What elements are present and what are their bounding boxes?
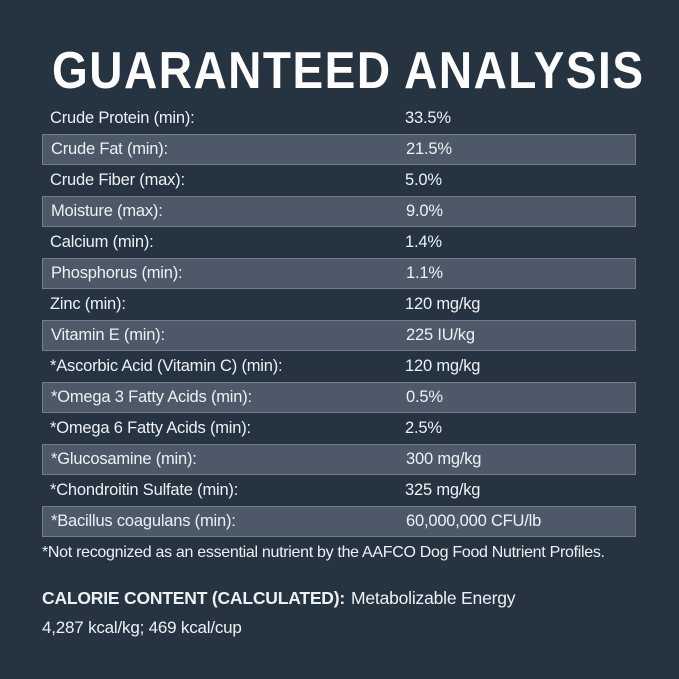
nutrient-value: 1.4% bbox=[405, 233, 442, 251]
nutrient-value: 120 mg/kg bbox=[405, 295, 481, 313]
nutrient-value: 0.5% bbox=[406, 388, 443, 406]
table-row: Vitamin E (min): 225 IU/kg bbox=[42, 320, 636, 351]
calorie-values: 4,287 kcal/kg; 469 kcal/cup bbox=[42, 618, 242, 637]
table-row: *Chondroitin Sulfate (min): 325 mg/kg bbox=[42, 475, 636, 506]
table-row: Crude Fat (min): 21.5% bbox=[42, 134, 636, 165]
calorie-content-suffix: Metabolizable Energy bbox=[351, 588, 516, 608]
nutrient-label: Calcium (min): bbox=[50, 233, 154, 251]
nutrient-label: *Ascorbic Acid (Vitamin C) (min): bbox=[50, 357, 283, 375]
nutrient-label: Moisture (max): bbox=[51, 202, 163, 220]
table-row: *Omega 6 Fatty Acids (min): 2.5% bbox=[42, 413, 636, 444]
nutrient-label: Crude Fiber (max): bbox=[50, 171, 185, 189]
nutrient-label: *Chondroitin Sulfate (min): bbox=[50, 481, 239, 499]
nutrient-label: *Omega 6 Fatty Acids (min): bbox=[50, 419, 251, 437]
nutrient-label: Phosphorus (min): bbox=[51, 264, 183, 282]
nutrient-value: 300 mg/kg bbox=[406, 450, 482, 468]
nutrient-label: Crude Protein (min): bbox=[50, 109, 195, 127]
nutrient-value: 9.0% bbox=[406, 202, 443, 220]
nutrient-value: 1.1% bbox=[406, 264, 443, 282]
nutrient-value: 5.0% bbox=[405, 171, 442, 189]
nutrient-label: Vitamin E (min): bbox=[51, 326, 165, 344]
table-row: Zinc (min): 120 mg/kg bbox=[42, 289, 636, 320]
nutrient-value: 33.5% bbox=[405, 109, 451, 127]
table-row: Moisture (max): 9.0% bbox=[42, 196, 636, 227]
calorie-content-label: CALORIE CONTENT (CALCULATED): bbox=[42, 588, 346, 608]
nutrient-label: Zinc (min): bbox=[50, 295, 126, 313]
calorie-content-heading: CALORIE CONTENT (CALCULATED): Metabolizab… bbox=[42, 588, 516, 609]
table-row: Calcium (min): 1.4% bbox=[42, 227, 636, 258]
nutrient-table: Crude Protein (min): 33.5% Crude Fat (min)… bbox=[42, 103, 636, 537]
aafco-footnote: *Not recognized as an essential nutrient… bbox=[42, 544, 605, 561]
table-row: *Ascorbic Acid (Vitamin C) (min): 120 mg/… bbox=[42, 351, 636, 382]
nutrient-value: 325 mg/kg bbox=[405, 481, 481, 499]
page-title: GUARANTEED ANALYSIS bbox=[52, 41, 645, 100]
nutrient-value: 21.5% bbox=[406, 140, 452, 158]
nutrient-label: *Bacillus coagulans (min): bbox=[51, 512, 236, 530]
table-row: *Glucosamine (min): 300 mg/kg bbox=[42, 444, 636, 475]
table-row: Crude Protein (min): 33.5% bbox=[42, 103, 636, 134]
table-row: Phosphorus (min): 1.1% bbox=[42, 258, 636, 289]
nutrient-value: 60,000,000 CFU/lb bbox=[406, 512, 542, 530]
nutrient-value: 225 IU/kg bbox=[406, 326, 475, 344]
nutrient-value: 120 mg/kg bbox=[405, 357, 481, 375]
nutrient-value: 2.5% bbox=[405, 419, 442, 437]
nutrient-label: *Omega 3 Fatty Acids (min): bbox=[51, 388, 252, 406]
table-row: *Omega 3 Fatty Acids (min): 0.5% bbox=[42, 382, 636, 413]
table-row: *Bacillus coagulans (min): 60,000,000 CFU… bbox=[42, 506, 636, 537]
nutrient-label: *Glucosamine (min): bbox=[51, 450, 197, 468]
nutrient-label: Crude Fat (min): bbox=[51, 140, 168, 158]
table-row: Crude Fiber (max): 5.0% bbox=[42, 165, 636, 196]
